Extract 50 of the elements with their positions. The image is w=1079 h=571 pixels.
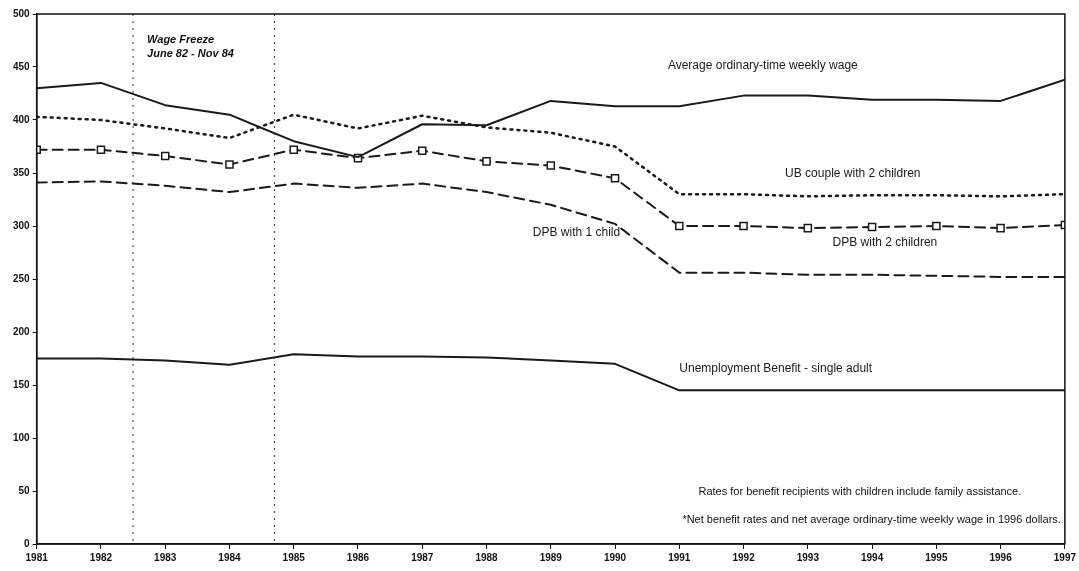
- x-tick-label: 1982: [89, 551, 113, 563]
- y-tick-label: 400: [13, 113, 31, 125]
- x-tick-label: 1992: [732, 551, 756, 563]
- point: [96, 145, 106, 154]
- ref-line-label: Wage Freeze June 82 - Nov 84: [147, 32, 234, 59]
- y-tick-label: 500: [13, 7, 31, 19]
- x-tick-label: 1994: [860, 551, 884, 563]
- x-tick-label: 1993: [796, 551, 820, 563]
- x-tick-label: 1986: [346, 551, 370, 563]
- x-tick-label: 1996: [989, 551, 1013, 563]
- x-tick-label: 1988: [475, 551, 499, 563]
- point: [225, 160, 234, 169]
- y-tick-label: 50: [18, 484, 31, 496]
- x-tick-label: 1990: [603, 551, 627, 563]
- point: [932, 221, 941, 231]
- x-tick-label: 1983: [154, 551, 177, 563]
- x-tick-label: 1985: [282, 551, 306, 563]
- series-label: UB couple with 2 children: [785, 165, 921, 180]
- point: [739, 221, 748, 231]
- point: [482, 157, 491, 166]
- x-tick-label: 1989: [539, 551, 563, 563]
- y-tick-label: 100: [13, 431, 31, 443]
- point: [996, 223, 1005, 233]
- y-tick-label: 450: [13, 60, 31, 72]
- x-tick-label: 1987: [411, 551, 434, 563]
- x-tick-label: 1995: [925, 551, 948, 563]
- point: [675, 221, 684, 231]
- y-tick-label: 350: [13, 166, 31, 178]
- annotation: Rates for benefit recipients with children include family assistance.: [698, 485, 1022, 498]
- y-tick-label: 200: [13, 325, 31, 337]
- y-tick-label: 300: [13, 219, 31, 231]
- series-label: DPB with 2 children: [832, 235, 938, 250]
- point: [867, 222, 877, 232]
- y-tick-label: 0: [24, 537, 31, 549]
- point: [610, 174, 620, 183]
- text: Average ordinary-time weekly wage: [667, 57, 859, 72]
- x-tick-label: 1991: [668, 551, 691, 563]
- point: [289, 145, 299, 154]
- annotation: *Net benefit rates and net average ordinary-time weekly wage in 1996 dollars.: [682, 513, 1061, 526]
- x-tick-label: 1984: [218, 551, 242, 563]
- point: [546, 161, 556, 170]
- x-tick-label: 1997: [1053, 551, 1077, 563]
- point: [160, 151, 170, 161]
- y-tick-label: 150: [13, 378, 31, 390]
- point: [803, 223, 813, 233]
- x-tick-label: 1981: [25, 551, 49, 563]
- point: [417, 146, 427, 156]
- series-label: DPB with 1 child: [532, 224, 621, 239]
- y-tick-label: 250: [13, 272, 31, 284]
- series-label: Unemployment Benefit - single adult: [679, 360, 873, 375]
